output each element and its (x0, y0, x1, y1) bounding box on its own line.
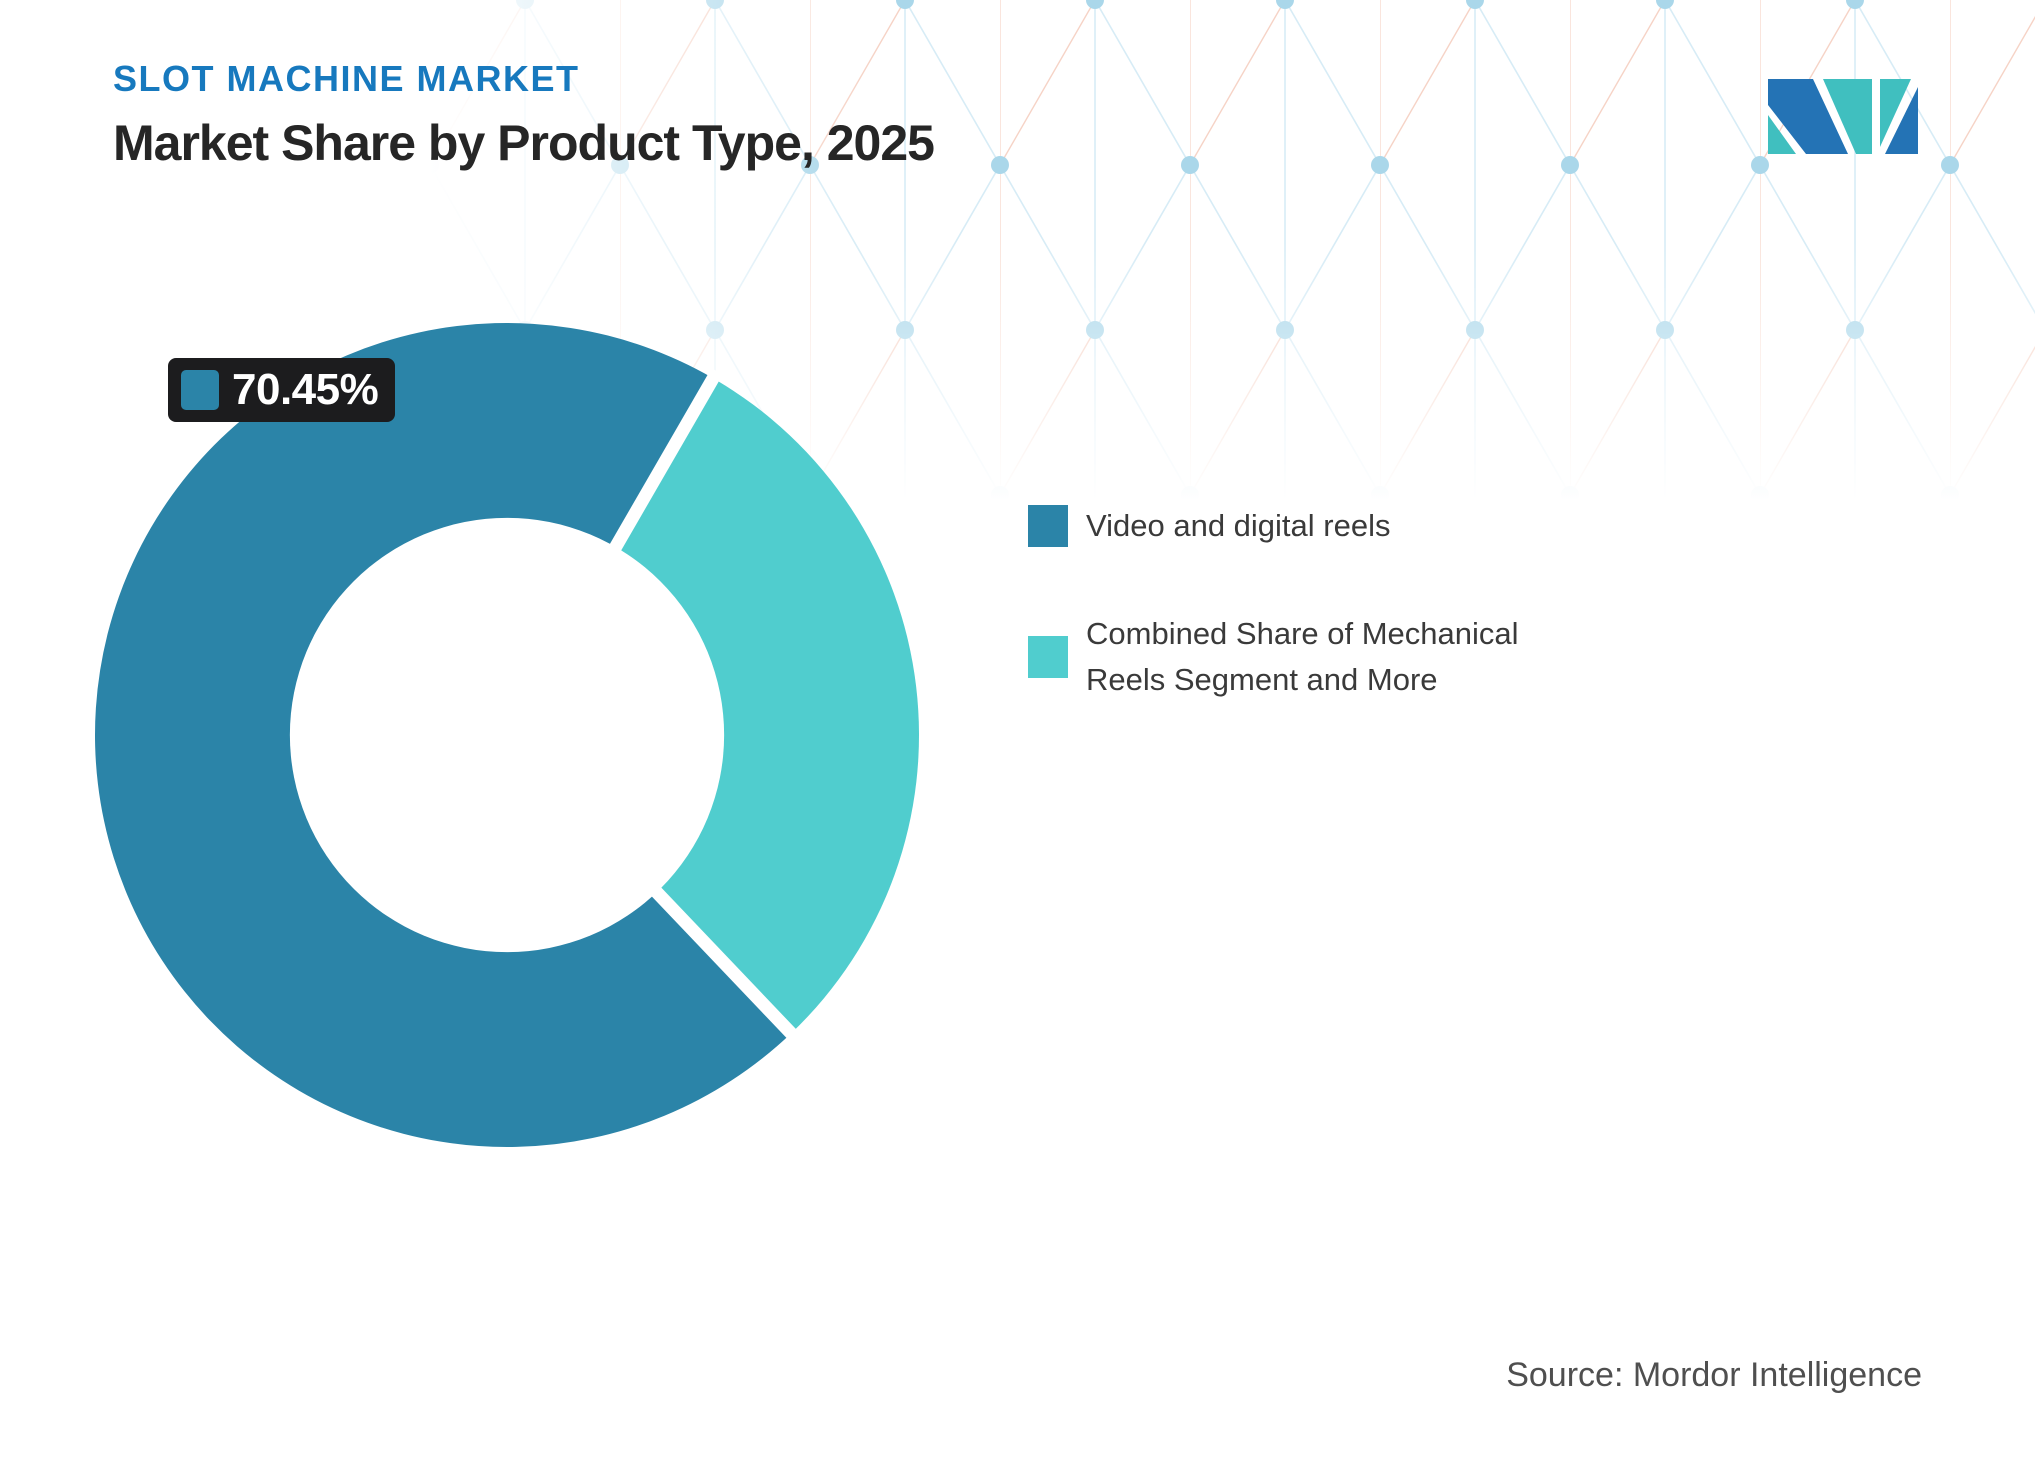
page-title: Market Share by Product Type, 2025 (113, 115, 935, 171)
mordor-intelligence-logo (1768, 79, 1918, 154)
legend-item-video-and-digital-reels[interactable]: Video and digital reels (1028, 503, 1556, 549)
header: SLOT MACHINE MARKET Market Share by Prod… (113, 58, 935, 172)
legend-label: Video and digital reels (1086, 508, 1391, 543)
legend-swatch-mechanical-reels (1028, 636, 1068, 678)
legend-item-mechanical-reels[interactable]: Combined Share of Mechanical Reels Segme… (1028, 611, 1556, 703)
legend-swatch-video-and-digital-reels (1028, 505, 1068, 547)
source-attribution: Source: Mordor Intelligence (1506, 1356, 1922, 1394)
chart-legend: Video and digital reels Combined Share o… (1028, 503, 1556, 703)
data-label-box[interactable]: 70.45% (168, 358, 395, 422)
report-name: SLOT MACHINE MARKET (113, 58, 580, 99)
data-label-swatch (181, 370, 219, 410)
legend-label: Combined Share of Mechanical Reels Segme… (1086, 616, 1519, 697)
data-label-value: 70.45% (232, 365, 379, 414)
donut-inner-hole (289, 517, 725, 953)
donut-chart[interactable] (85, 313, 929, 1157)
